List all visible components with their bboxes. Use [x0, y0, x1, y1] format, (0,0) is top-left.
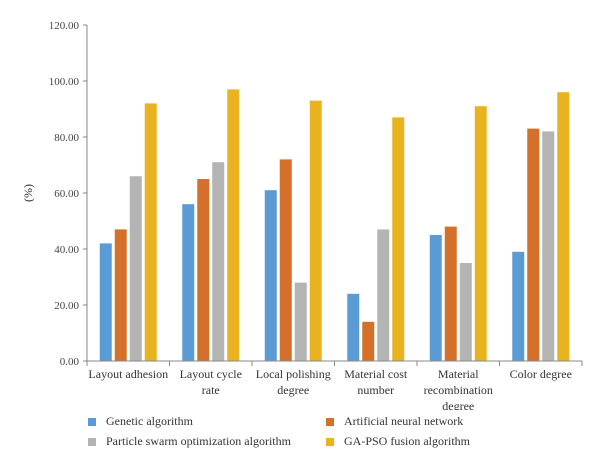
x-tick-label-line: Local polishing [256, 367, 331, 381]
y-tick-label: 20.00 [54, 300, 79, 312]
legend-swatch [88, 417, 96, 426]
x-tick-label: Color degree [510, 367, 572, 381]
bar [542, 131, 555, 361]
bar [444, 226, 457, 361]
bar [99, 243, 112, 361]
x-tick-label-line: Color degree [510, 367, 572, 381]
legend-label: Genetic algorithm [106, 414, 193, 428]
y-tick-label: 100.00 [49, 76, 80, 88]
y-tick-label: 40.00 [54, 244, 79, 256]
y-tick-label: 0.00 [60, 356, 80, 368]
legend-label: GA-PSO fusion algorithm [344, 434, 470, 448]
y-tick-label: 120.00 [49, 20, 80, 32]
legend-label: Artificial neural network [344, 414, 464, 428]
bar [294, 282, 307, 361]
bar [512, 251, 525, 361]
bar-chart: (%) 0.00 20.00 40.00 60.00 80.00 100.00 120.00… [21, 20, 583, 410]
x-tick-label: Layout adhesion [88, 367, 168, 381]
x-tick-label: Layout cycle rate [180, 367, 242, 397]
x-tick-label-line: degree [277, 383, 309, 397]
bar [347, 293, 360, 361]
y-axis-ticks: 0.00 20.00 40.00 60.00 80.00 100.00 120.00 [49, 20, 87, 368]
x-tick-label-line: Layout cycle [180, 367, 242, 381]
legend-item-artificial-neural-network: Artificial neural network [326, 414, 463, 429]
legend-item-particle-swarm-optimization: Particle swarm optimization algorithm [88, 434, 291, 449]
bar [227, 89, 240, 362]
x-tick-label-line: Layout adhesion [88, 367, 168, 381]
bar [429, 235, 442, 361]
x-tick-label: Material recombination degree [424, 367, 493, 410]
legend: Genetic algorithm Artificial neural netw… [88, 414, 558, 454]
bar [474, 106, 487, 361]
bars [99, 89, 570, 362]
legend-swatch [326, 437, 334, 446]
bar [459, 263, 472, 361]
x-tick-label-line: degree [442, 399, 474, 410]
bar [279, 159, 292, 361]
legend-swatch [326, 417, 334, 426]
x-tick-label-line: Material [438, 367, 479, 381]
x-axis-categories: Layout adhesion Layout cycle rate Local pol… [88, 367, 571, 410]
x-tick-label: Material cost number [344, 367, 408, 397]
bar [144, 103, 157, 362]
legend-label: Particle swarm optimization algorithm [106, 434, 291, 448]
x-tick-label-line: Material cost [344, 367, 408, 381]
bar [114, 229, 127, 361]
bar [527, 128, 540, 361]
x-tick-label-line: rate [202, 383, 220, 397]
legend-item-ga-pso-fusion: GA-PSO fusion algorithm [326, 434, 470, 449]
axes [86, 25, 583, 366]
bar [182, 204, 195, 361]
y-axis-label: (%) [21, 184, 35, 202]
bar [212, 162, 225, 361]
bar [377, 229, 390, 361]
bar [557, 92, 570, 361]
legend-item-genetic-algorithm: Genetic algorithm [88, 414, 193, 429]
y-tick-label: 60.00 [54, 188, 79, 200]
bar [309, 100, 322, 361]
bar [129, 176, 142, 361]
bar [264, 190, 277, 361]
bar [197, 179, 210, 361]
bar [362, 321, 375, 361]
x-tick-label: Local polishing degree [256, 367, 331, 397]
y-tick-label: 80.00 [54, 132, 79, 144]
bar [392, 117, 405, 362]
x-tick-label-line: number [357, 383, 394, 397]
x-tick-label-line: recombination [424, 383, 493, 397]
legend-swatch [88, 437, 96, 446]
